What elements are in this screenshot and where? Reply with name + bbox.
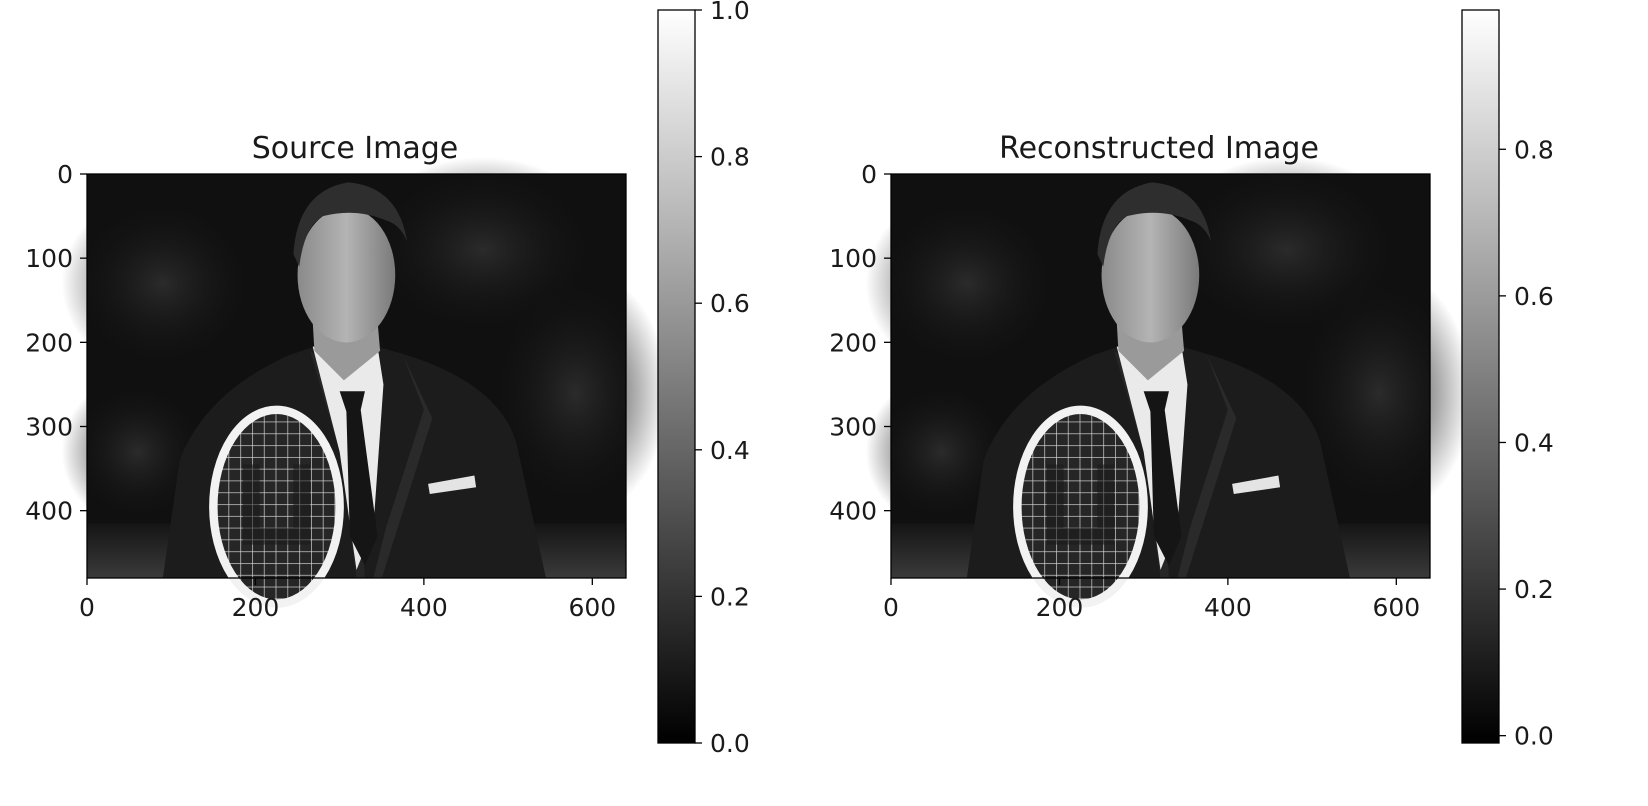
- source-image-axes: Source Image 0 100 200 300 400 0 200 400 600: [25, 131, 668, 622]
- colorbar-tick-label: 0.0: [710, 729, 750, 758]
- colorbar-tick-label: 0.6: [710, 289, 750, 318]
- colorbar-tick-label: 0.0: [1514, 722, 1554, 751]
- y-tick-label: 300: [25, 413, 73, 442]
- y-tick-label: 200: [829, 328, 877, 357]
- y-tick-label: 300: [829, 413, 877, 442]
- x-tick-label: 600: [568, 593, 616, 622]
- colorbar-tick-label: 0.4: [1514, 428, 1554, 457]
- colorbar-tick-label: 0.6: [1514, 282, 1554, 311]
- colorbar-tick-label: 0.2: [1514, 575, 1554, 604]
- x-tick-label: 200: [232, 593, 280, 622]
- y-tick-label: 200: [25, 328, 73, 357]
- y-axis: 0 100 200 300 400: [25, 160, 87, 526]
- colorbar-tick-label: 1.0: [710, 0, 750, 25]
- colorbar-tick-label: 0.8: [1514, 135, 1554, 164]
- y-axis: 0 100 200 300 400: [829, 160, 891, 526]
- x-tick-label: 0: [883, 593, 899, 622]
- axes-title: Source Image: [252, 131, 459, 166]
- colorbar-ticks: 0.0 0.2 0.4 0.6 0.8: [1499, 135, 1554, 751]
- colorbar-gradient: [658, 10, 695, 743]
- x-tick-label: 400: [1204, 593, 1252, 622]
- source-colorbar: 0.0 0.2 0.4 0.6 0.8 1.0: [657, 0, 750, 758]
- colorbar-tick-label: 0.8: [710, 143, 750, 172]
- reconstructed-colorbar: 0.0 0.2 0.4 0.6 0.8: [1461, 9, 1554, 751]
- image-plot: [866, 157, 1472, 603]
- x-tick-label: 400: [400, 593, 448, 622]
- colorbar-ticks: 0.0 0.2 0.4 0.6 0.8 1.0: [695, 0, 750, 758]
- colorbar-gradient: [1462, 10, 1499, 743]
- x-tick-label: 0: [79, 593, 95, 622]
- x-axis: 0 200 400 600: [883, 578, 1420, 622]
- y-tick-label: 400: [25, 497, 73, 526]
- y-tick-label: 100: [25, 244, 73, 273]
- image-plot: [62, 157, 668, 603]
- y-tick-label: 0: [57, 160, 73, 189]
- y-tick-label: 400: [829, 497, 877, 526]
- x-tick-label: 600: [1372, 593, 1420, 622]
- x-tick-label: 200: [1036, 593, 1084, 622]
- y-tick-label: 0: [861, 160, 877, 189]
- x-axis: 0 200 400 600: [79, 578, 616, 622]
- colorbar-tick-label: 0.4: [710, 436, 750, 465]
- colorbar-tick-label: 0.2: [710, 582, 750, 611]
- y-tick-label: 100: [829, 244, 877, 273]
